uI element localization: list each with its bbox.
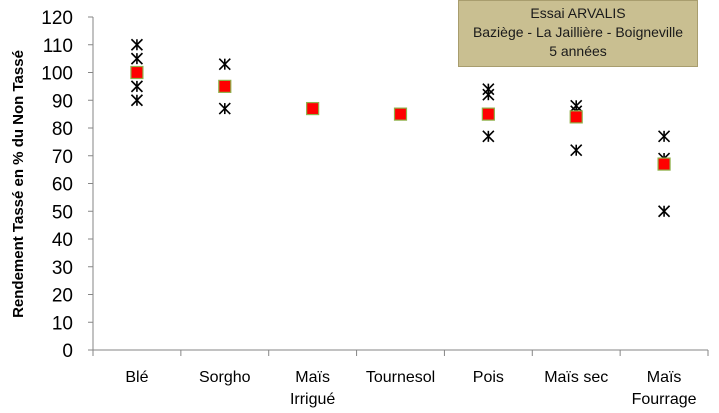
y-tick-label: 10 <box>52 313 73 334</box>
y-tick-label: 0 <box>62 341 73 362</box>
y-tick-label: 80 <box>52 119 73 140</box>
y-tick-label: 110 <box>43 36 73 57</box>
y-tick-label: 100 <box>41 64 73 85</box>
x-tick-label: Sorgho <box>199 369 251 386</box>
x-tick-label: Tournesol <box>366 369 435 386</box>
y-tick-label: 30 <box>52 258 73 279</box>
data-point-asterisk <box>218 102 231 115</box>
annotation-line-1: Essai ARVALIS <box>530 5 626 21</box>
data-point-mean-square <box>481 107 495 121</box>
y-axis-label: Rendement Tassé en % du Non Tassé <box>10 50 27 318</box>
data-point-asterisk <box>218 58 231 71</box>
x-tick-label: Maïs <box>647 369 682 386</box>
data-point-mean-square <box>657 157 671 171</box>
data-point-asterisk <box>482 88 495 101</box>
y-tick-label: 20 <box>52 286 73 307</box>
x-tick-label: Fourrage <box>632 391 697 408</box>
annotation-box: Essai ARVALIS Baziège - La Jaillière - B… <box>458 0 698 67</box>
data-point-mean-square <box>569 110 583 124</box>
data-point-mean-square <box>393 107 408 121</box>
data-point-asterisk <box>130 38 143 51</box>
data-marks <box>130 38 671 218</box>
y-tick-label: 60 <box>52 175 73 196</box>
data-point-asterisk <box>130 80 143 93</box>
y-tick-label: 70 <box>52 147 73 168</box>
y-ticks: 0 10 20 30 40 50 60 70 80 90 100 110 120 <box>41 8 93 362</box>
data-point-asterisk <box>570 144 583 157</box>
x-tick-label: Pois <box>473 369 504 386</box>
data-point-mean-square <box>130 65 144 80</box>
y-tick-label: 120 <box>41 8 73 29</box>
data-point-asterisk <box>482 130 495 143</box>
annotation-line-2: Baziège - La Jaillière - Boigneville <box>472 24 684 40</box>
data-point-mean-square <box>218 79 232 93</box>
x-tick-label: Maïs <box>295 369 330 386</box>
x-ticks: Blé Sorgho Maïs Irrigué Tournesol Pois Maïs se… <box>92 350 709 408</box>
x-tick-label: Maïs sec <box>544 369 608 386</box>
annotation-line-3: 5 années <box>549 43 607 59</box>
y-tick-label: 40 <box>52 230 73 251</box>
data-point-asterisk <box>130 94 143 107</box>
data-point-mean-square <box>306 101 320 116</box>
data-point-asterisk <box>658 205 671 218</box>
y-tick-label: 50 <box>52 202 73 223</box>
y-tick-label: 90 <box>52 91 73 112</box>
x-tick-label: Blé <box>125 369 148 386</box>
data-point-asterisk <box>130 52 143 65</box>
data-point-asterisk <box>658 130 671 143</box>
x-tick-label: Irrigué <box>290 391 335 408</box>
